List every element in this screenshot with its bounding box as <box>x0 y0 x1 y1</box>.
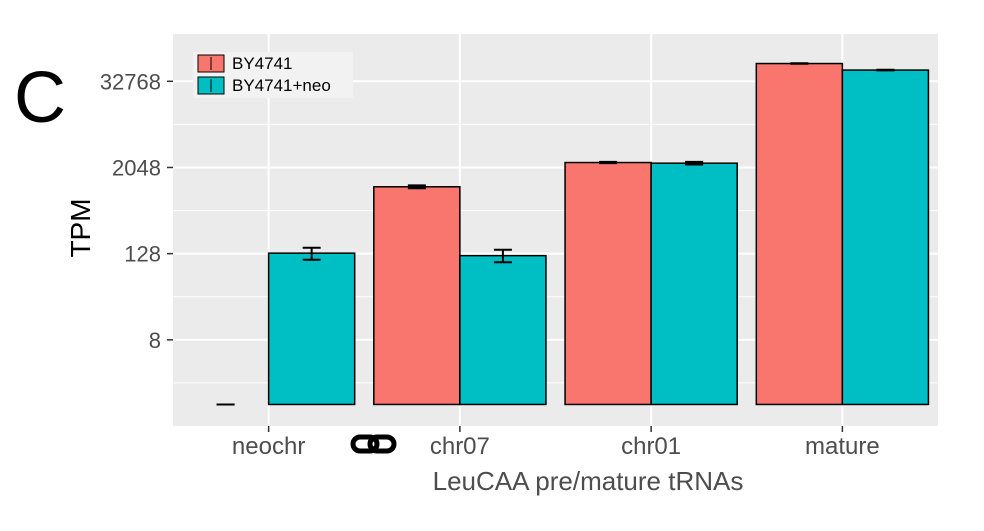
panel-label: C <box>14 58 66 138</box>
legend: BY4741 BY4741+neo <box>193 52 353 98</box>
x-tick-label: chr07 <box>430 433 490 460</box>
x-tick-label: mature <box>805 433 880 460</box>
x-axis-title: LeuCAA pre/mature tRNAs <box>433 466 744 496</box>
bar-chr07-by4741-neo <box>459 254 547 406</box>
y-axis-title: TPM <box>65 198 96 257</box>
bar-mature-by4741-neo <box>841 69 930 406</box>
error-bar-chr07-by4741-neo <box>493 248 512 264</box>
y-tick-label: 2048 <box>112 155 161 180</box>
bar-mature-by4741 <box>755 62 844 406</box>
error-bars-layer <box>216 62 895 406</box>
y-tick-label: 32768 <box>100 69 161 94</box>
bar-chr07-by4741 <box>373 186 461 406</box>
error-bar-chr01-by4741-neo <box>685 160 704 166</box>
error-bar-mature-by4741-neo <box>876 68 895 72</box>
x-tick-label: chr01 <box>621 433 681 460</box>
bar-chr01-by4741-neo <box>650 162 738 406</box>
y-axis: 8 128 2048 32768 <box>100 69 173 353</box>
legend-label: BY4741+neo <box>232 76 331 95</box>
error-bar-neochr-by4741-neo <box>302 246 321 261</box>
bars-layer <box>267 62 930 406</box>
legend-item-by4741-neo: BY4741+neo <box>197 76 331 95</box>
legend-item-by4741: BY4741 <box>197 54 293 73</box>
link-icon <box>350 434 397 454</box>
y-tick-label: 128 <box>124 242 161 267</box>
error-bar-chr01-by4741 <box>599 160 618 165</box>
y-tick-label: 8 <box>149 328 161 353</box>
bar-neochr-by4741-neo <box>267 252 356 406</box>
error-bar-mature-by4741 <box>790 62 809 65</box>
x-tick-label: neochr <box>232 433 305 460</box>
legend-label: BY4741 <box>232 54 293 73</box>
x-axis: neochr chr07 chr01 mature <box>232 426 880 460</box>
bar-chr01-by4741 <box>564 161 652 406</box>
error-bar-chr07-by4741 <box>407 184 426 190</box>
